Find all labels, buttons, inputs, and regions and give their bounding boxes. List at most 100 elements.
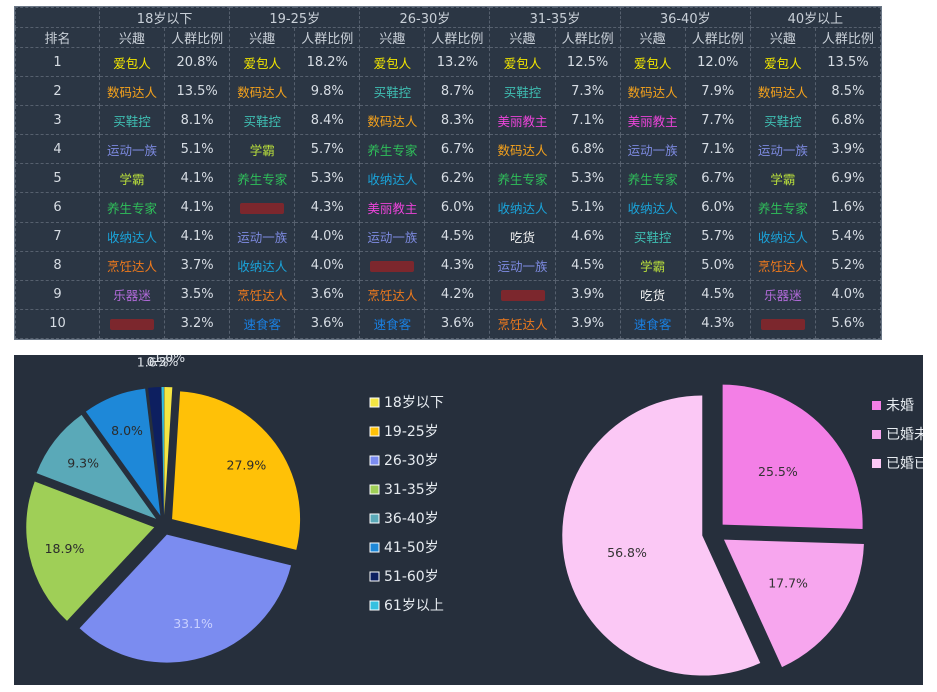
rank-cell: 3 (15, 105, 100, 136)
pie-slice-label: 33.1% (173, 616, 213, 631)
legend-label: 36-40岁 (384, 511, 439, 527)
interest-cell: 运动一族 (229, 221, 296, 252)
ratio-header: 人群比例 (554, 27, 621, 48)
rank-cell: 1 (15, 46, 100, 78)
pie-slice (161, 387, 164, 516)
pie-slice-label: 27.9% (227, 458, 267, 473)
pie-slice (148, 387, 164, 516)
legend-label: 31-35岁 (384, 482, 439, 498)
interest-cell: 烹饪达人 (749, 250, 816, 281)
ratio-cell: 4.0% (294, 221, 361, 252)
ratio-cell: 4.3% (294, 192, 361, 223)
legend-label: 51-60岁 (384, 569, 439, 585)
ratio-cell: 5.3% (554, 163, 621, 194)
interest-cell: 学霸 (98, 163, 166, 194)
pie-slice (26, 481, 155, 621)
ratio-cell: 20.8% (164, 46, 231, 78)
interest-cell: 收纳达人 (619, 192, 686, 223)
ratio-cell: 6.0% (424, 192, 491, 223)
legend-swatch (369, 542, 380, 553)
interest-cell: 养生专家 (98, 192, 166, 223)
interest-cell: 养生专家 (359, 134, 426, 165)
pie-slice (172, 391, 301, 550)
ratio-cell: 4.1% (164, 192, 231, 223)
ratio-cell: 6.8% (554, 134, 621, 165)
legend-swatch (369, 397, 380, 408)
ratio-cell: 5.6% (814, 308, 882, 340)
corner-cell (15, 7, 100, 28)
age-group-header: 31-35岁 (489, 7, 621, 28)
rank-cell: 9 (15, 279, 100, 310)
legend-swatch (872, 430, 881, 439)
interest-cell: 运动一族 (619, 134, 686, 165)
interest-cell: 买鞋控 (98, 105, 166, 136)
interest-cell: 买鞋控 (489, 76, 556, 107)
interest-cell: 学霸 (229, 134, 296, 165)
ratio-cell: 4.0% (814, 279, 882, 310)
interest-cell: 速食客 (619, 308, 686, 340)
ratio-cell: 6.7% (424, 134, 491, 165)
interest-cell: 买鞋控 (229, 105, 296, 136)
rank-cell: 2 (15, 76, 100, 107)
rank-cell: 6 (15, 192, 100, 223)
interest-cell: 数码达人 (359, 105, 426, 136)
pie-slice-label: 0.3% (147, 355, 179, 369)
ratio-cell: 8.5% (814, 76, 882, 107)
ratio-cell: 13.2% (424, 46, 491, 78)
legend-swatch (369, 571, 380, 582)
interest-cell: 爱包人 (359, 46, 426, 78)
interest-cell: 爱包人 (489, 46, 556, 78)
ratio-cell: 4.2% (424, 279, 491, 310)
table-row: 1 爱包人 20.8% 爱包人 18.2% 爱包人 13.2% 爱包人 12.5% 爱包人 12.0… (15, 46, 882, 78)
ratio-cell: 4.6% (554, 221, 621, 252)
ratio-cell: 8.7% (424, 76, 491, 107)
interest-cell: 美丽教主 (359, 192, 426, 223)
interest-cell: 数码达人 (619, 76, 686, 107)
redacted-interest-mark (110, 319, 155, 331)
pie-slice (562, 395, 761, 676)
ratio-cell: 18.2% (294, 46, 361, 78)
interest-cell (229, 192, 296, 223)
interest-cell: 收纳达人 (749, 221, 816, 252)
interest-cell (489, 279, 556, 310)
ratio-cell: 3.9% (554, 279, 621, 310)
table-row: 7 收纳达人 4.1% 运动一族 4.0% 运动一族 4.5% 吃货 4.6% 买鞋控 5.7% 收纳… (15, 221, 882, 252)
age-group-header: 40岁以上 (749, 7, 882, 28)
ratio-cell: 9.8% (294, 76, 361, 107)
pie-slice (164, 387, 173, 516)
interest-cell: 速食客 (359, 308, 426, 340)
ratio-cell: 1.6% (814, 192, 882, 223)
ratio-cell: 3.7% (164, 250, 231, 281)
ratio-header: 人群比例 (684, 27, 751, 48)
interest-cell: 吃货 (619, 279, 686, 310)
interest-cell: 爱包人 (619, 46, 686, 78)
interest-cell: 烹饪达人 (98, 250, 166, 281)
ratio-cell: 8.3% (424, 105, 491, 136)
interest-cell: 运动一族 (359, 221, 426, 252)
interest-cell: 爱包人 (749, 46, 816, 78)
interest-cell: 运动一族 (98, 134, 166, 165)
legend-swatch (872, 401, 881, 410)
ratio-cell: 6.0% (684, 192, 751, 223)
interest-ranking-table: 18岁以下 19-25岁 26-30岁 31-35岁 36-40岁 40岁以上 … (15, 7, 882, 340)
pie-slice (36, 414, 157, 519)
age-group-header: 19-25岁 (229, 7, 361, 28)
column-header-row: 排名 兴趣 人群比例 兴趣 人群比例 兴趣 人群比例 兴趣 人群比例 兴趣 人群… (15, 27, 882, 48)
legend-swatch (369, 513, 380, 524)
interest-cell: 运动一族 (489, 250, 556, 281)
interest-header: 兴趣 (619, 27, 686, 48)
ratio-cell: 7.3% (554, 76, 621, 107)
ratio-cell: 5.4% (814, 221, 882, 252)
pie-slice (722, 384, 863, 530)
interest-cell: 吃货 (489, 221, 556, 252)
ratio-cell: 5.2% (814, 250, 882, 281)
table-row: 10 3.2% 速食客 3.6% 速食客 3.6% 烹饪达人 3.9% 速食客 4.3% 5.6% (15, 308, 882, 340)
ratio-cell: 3.6% (294, 308, 361, 340)
interest-cell: 买鞋控 (749, 105, 816, 136)
legend-swatch (369, 600, 380, 611)
pie-slice (723, 539, 864, 668)
ratio-cell: 7.9% (684, 76, 751, 107)
interest-cell: 烹饪达人 (229, 279, 296, 310)
ratio-cell: 5.0% (684, 250, 751, 281)
table-row: 9 乐器迷 3.5% 烹饪达人 3.6% 烹饪达人 4.2% 3.9% 吃货 4.5% 乐器迷 4.0… (15, 279, 882, 310)
